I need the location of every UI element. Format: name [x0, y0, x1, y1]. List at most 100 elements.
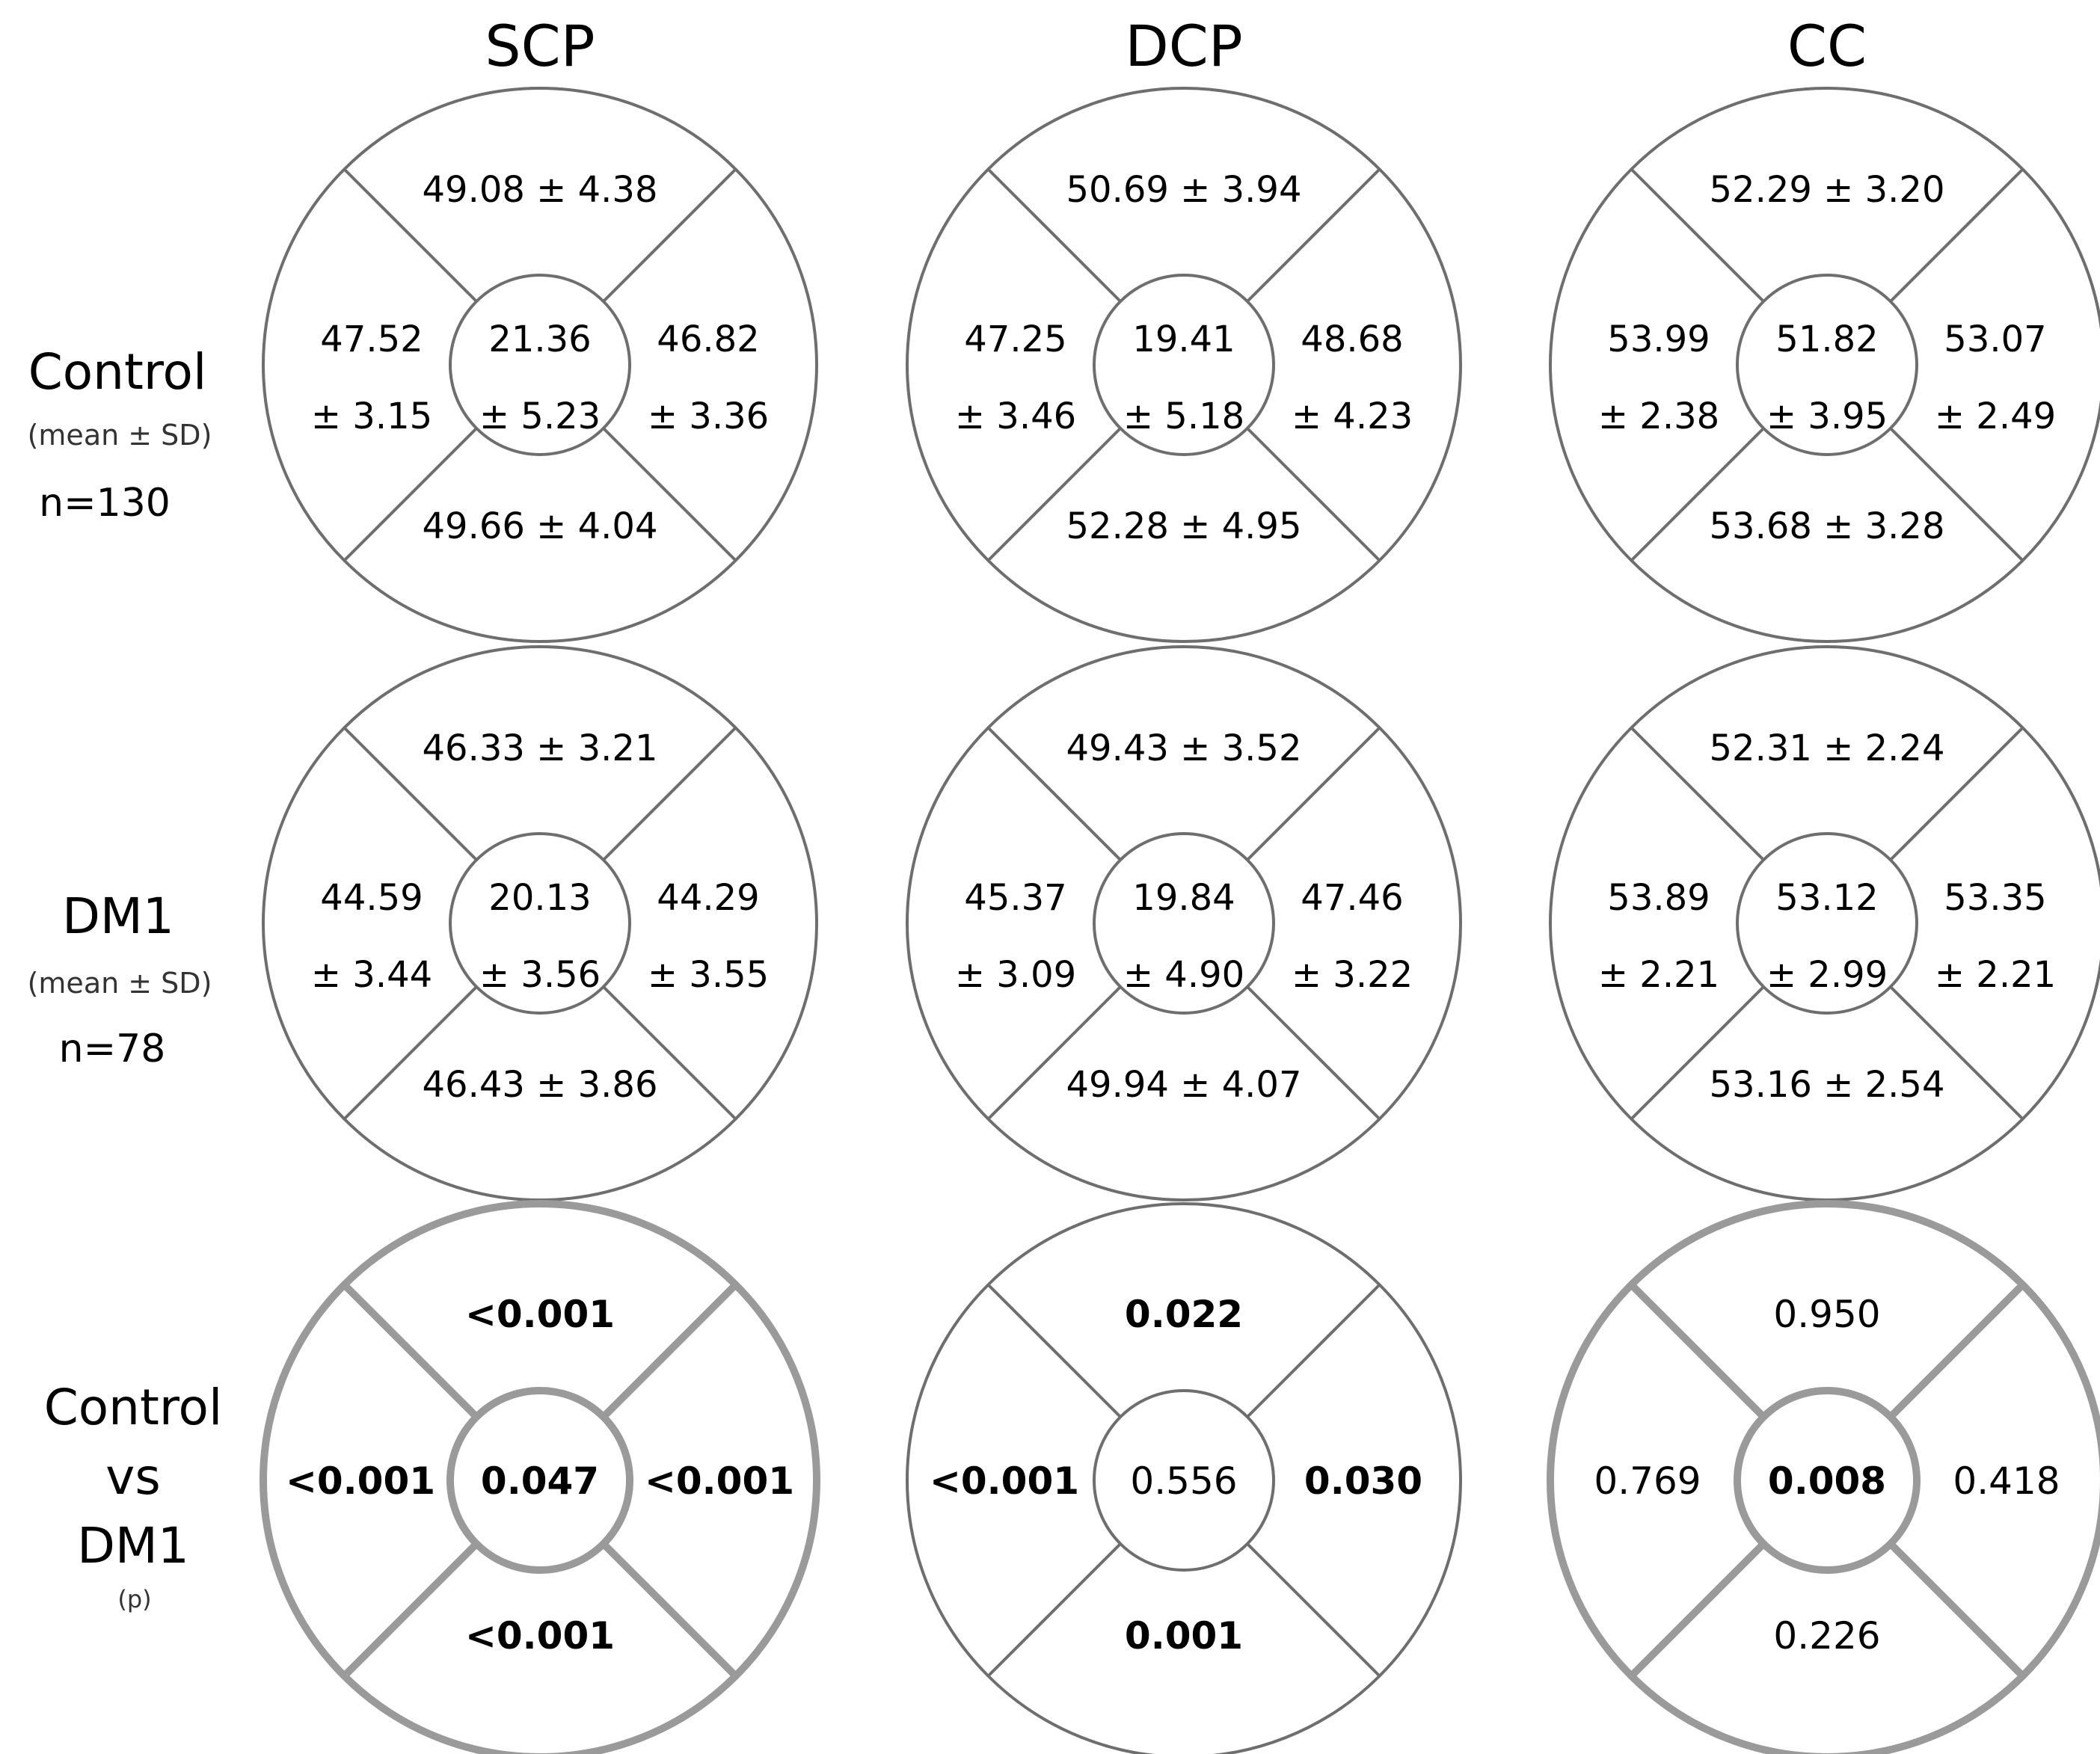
sector-right-p-value: <0.001	[645, 1459, 794, 1503]
divider-line	[341, 1541, 479, 1679]
sector-right-mean: 48.68	[1301, 319, 1403, 360]
sector-central-p-value: 0.556	[1130, 1459, 1237, 1503]
sector-inferior-value: 49.94 ± 4.07	[1066, 1064, 1301, 1106]
sector-right-mean: 44.29	[657, 877, 759, 919]
row-label-n: n=130	[39, 481, 171, 526]
divider-line	[1628, 1541, 1766, 1679]
row-label-comparison: Control vs DM1 (p)	[44, 1379, 223, 1613]
sector-left-p-value: 0.769	[1594, 1459, 1701, 1503]
sector-left-mean: 45.37	[964, 877, 1066, 919]
divider-line	[1246, 1542, 1381, 1678]
row-label-line-1: Control	[44, 1379, 223, 1436]
sector-left-mean: 47.25	[964, 319, 1066, 360]
sector-superior-value: 52.29 ± 3.20	[1709, 169, 1944, 211]
diagram-control-dcp: 50.69 ± 3.94 52.28 ± 4.95 47.25 ± 3.46 48.68…	[906, 87, 1462, 643]
sector-left-sd: ± 2.21	[1598, 954, 1719, 996]
sector-inferior-value: 53.68 ± 3.28	[1709, 505, 1944, 547]
sector-superior-value: 49.08 ± 4.38	[422, 169, 657, 211]
sector-central-sd: ± 5.23	[479, 396, 601, 437]
row-label-title: Control	[28, 343, 207, 401]
sector-superior-p-value: <0.001	[465, 1293, 615, 1336]
sector-right-sd: ± 2.21	[1935, 954, 2056, 996]
row-label-line-2: vs	[105, 1448, 160, 1506]
divider-line	[343, 726, 478, 861]
sector-central-p-value: 0.047	[481, 1459, 599, 1503]
sector-right-mean: 53.35	[1944, 877, 2046, 919]
column-header-scp: SCP	[485, 13, 595, 79]
outer-ring	[1549, 87, 2100, 643]
divider-line	[986, 1542, 1122, 1678]
inner-ring	[449, 274, 631, 456]
outer-ring	[906, 645, 1462, 1201]
column-header-dcp: DCP	[1125, 13, 1242, 79]
sector-inferior-value: 52.28 ± 4.95	[1066, 505, 1301, 547]
inner-ring	[446, 1387, 633, 1574]
sector-left-sd: ± 2.38	[1598, 396, 1719, 437]
sector-central-mean: 53.12	[1775, 877, 1878, 919]
diagram-control-scp: 49.08 ± 4.38 49.66 ± 4.04 47.52 ± 3.15 46.82…	[262, 87, 818, 643]
sector-right-mean: 46.82	[657, 319, 759, 360]
row-label-subtitle: (p)	[117, 1585, 151, 1613]
divider-line	[343, 427, 478, 562]
inner-ring	[1093, 274, 1275, 456]
sector-right-sd: ± 3.22	[1292, 954, 1413, 996]
sector-central-sd: ± 5.18	[1123, 396, 1244, 437]
sector-central-sd: ± 4.90	[1123, 954, 1244, 996]
divider-line	[1889, 427, 2024, 562]
diagram-dm1-scp: 46.33 ± 3.21 46.43 ± 3.86 44.59 ± 3.44 44.29…	[262, 645, 818, 1201]
divider-line	[602, 985, 737, 1121]
divider-line	[986, 726, 1122, 861]
divider-line	[1246, 1283, 1381, 1418]
divider-line	[602, 427, 737, 562]
sector-inferior-value: 46.43 ± 3.86	[422, 1064, 657, 1106]
sector-right-sd: ± 4.23	[1292, 396, 1413, 437]
sector-central-sd: ± 2.99	[1766, 954, 1888, 996]
divider-line	[986, 167, 1122, 303]
inner-ring	[1736, 274, 1918, 456]
outer-ring	[260, 1200, 820, 1754]
divider-line	[1889, 985, 2024, 1121]
sector-inferior-value: 53.16 ± 2.54	[1709, 1064, 1944, 1106]
sector-right-sd: ± 3.55	[648, 954, 769, 996]
outer-ring	[906, 87, 1462, 643]
sector-central-p-value: 0.008	[1768, 1459, 1886, 1503]
sector-left-sd: ± 3.15	[311, 396, 432, 437]
row-label-n: n=78	[59, 1027, 166, 1071]
divider-line	[1888, 1281, 2026, 1420]
divider-line	[1246, 985, 1381, 1121]
row-label-subtitle: (mean ± SD)	[28, 419, 212, 452]
sector-left-sd: ± 3.46	[955, 396, 1076, 437]
divider-line	[1889, 726, 2024, 861]
sector-left-mean: 53.99	[1607, 319, 1710, 360]
divider-line	[1246, 167, 1381, 303]
outer-ring	[262, 87, 818, 643]
sector-central-mean: 51.82	[1775, 319, 1878, 360]
divider-line	[1630, 167, 1765, 303]
inner-ring	[1093, 1389, 1275, 1572]
sector-inferior-p-value: <0.001	[465, 1614, 615, 1658]
divider-line	[601, 1281, 739, 1420]
sector-right-mean: 47.46	[1301, 877, 1403, 919]
outer-ring	[906, 1202, 1462, 1754]
sector-central-mean: 19.84	[1132, 877, 1235, 919]
divider-line	[602, 167, 737, 303]
sector-right-sd: ± 3.36	[648, 396, 769, 437]
row-label-title: DM1	[62, 887, 174, 945]
inner-ring	[1093, 832, 1275, 1015]
row-label-control: Control (mean ± SD) n=130	[28, 343, 212, 526]
divider-line	[343, 985, 478, 1121]
diagram-comparison-dcp: 0.022 0.001 <0.001 0.030 0.556	[906, 1202, 1462, 1754]
sector-left-sd: ± 3.09	[955, 954, 1076, 996]
divider-line	[1630, 726, 1765, 861]
diagram-comparison-cc: 0.950 0.226 0.769 0.418 0.008	[1547, 1200, 2100, 1754]
divider-line	[343, 167, 478, 303]
sector-central-sd: ± 3.95	[1766, 396, 1888, 437]
row-label-dm1: DM1 (mean ± SD) n=78	[28, 887, 212, 1071]
sector-left-sd: ± 3.44	[311, 954, 432, 996]
divider-line	[1888, 1541, 2026, 1679]
divider-line	[1246, 427, 1381, 562]
divider-line	[1628, 1281, 1766, 1420]
divider-line	[1246, 726, 1381, 861]
diagram-dm1-dcp: 49.43 ± 3.52 49.94 ± 4.07 45.37 ± 3.09 47.46…	[906, 645, 1462, 1201]
